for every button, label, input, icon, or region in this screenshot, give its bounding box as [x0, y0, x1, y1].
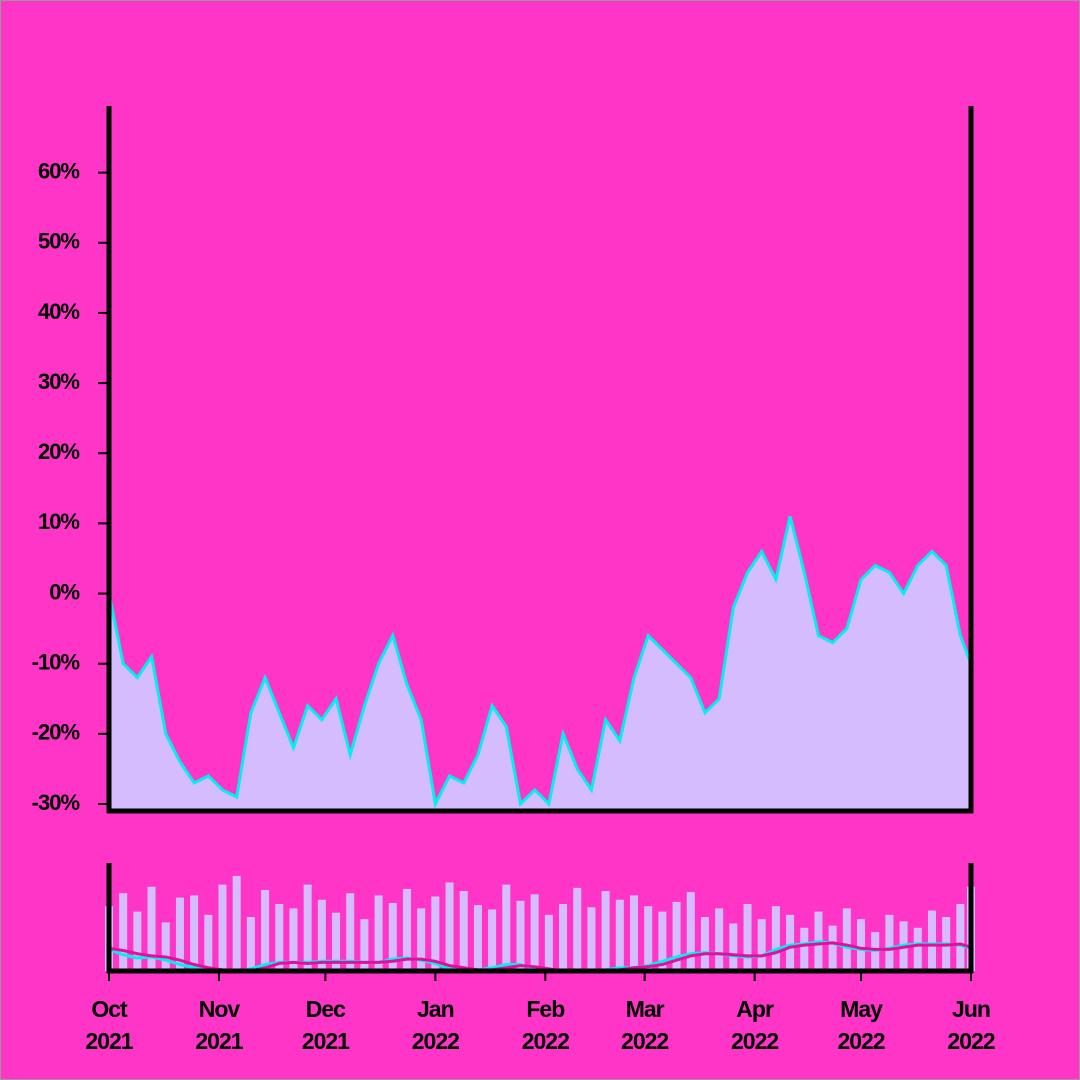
x-tick-label: Jan 2022	[411, 996, 460, 1054]
x-tick-label: Oct 2021	[85, 996, 133, 1054]
x-tick-label: Dec 2021	[301, 996, 350, 1054]
volume-bar	[289, 908, 298, 971]
area-fill	[109, 516, 971, 811]
volume-bar	[431, 896, 440, 971]
volume-bar	[686, 892, 695, 971]
volume-bar	[644, 906, 653, 971]
volume-bar	[374, 895, 383, 971]
volume-bar	[218, 884, 227, 971]
volume-bar	[913, 927, 922, 971]
volume-bar	[360, 919, 369, 971]
volume-bar	[502, 884, 511, 971]
volume-bar	[204, 914, 213, 971]
volume-bar	[417, 908, 426, 971]
volume-bar	[388, 902, 397, 971]
volume-bar	[530, 894, 539, 971]
y-tick-label: 20%	[38, 439, 79, 464]
volume-bar	[828, 925, 837, 971]
y-tick-label: 60%	[38, 158, 79, 183]
volume-bar	[786, 914, 795, 971]
volume-bar	[544, 914, 553, 971]
volume-bar	[303, 884, 312, 971]
y-tick-label: 0%	[49, 579, 79, 604]
volume-bar	[232, 875, 241, 971]
volume-bar	[317, 899, 326, 971]
volume-bar	[857, 919, 866, 971]
volume-bar	[246, 917, 255, 971]
volume-bar	[190, 895, 199, 971]
y-tick-label: 50%	[38, 229, 79, 254]
x-tick-label: Mar 2022	[621, 996, 669, 1054]
x-tick-label: Feb 2022	[521, 996, 570, 1054]
volume-bar	[615, 899, 624, 971]
volume-bar	[175, 897, 184, 971]
volume-bar	[488, 909, 497, 971]
y-tick-label: -10%	[32, 649, 80, 674]
volume-bar	[885, 914, 894, 971]
volume-bar	[559, 904, 568, 971]
volume-bar	[133, 911, 142, 971]
volume-bar	[757, 919, 766, 971]
x-tick-label: Nov 2021	[195, 996, 243, 1054]
volume-bar	[658, 911, 667, 971]
volume-bar	[147, 886, 156, 971]
y-tick-label: -30%	[32, 790, 80, 815]
volume-bar	[473, 905, 482, 971]
y-tick-label: 30%	[38, 369, 79, 394]
volume-bar	[842, 908, 851, 971]
volume-bar	[119, 893, 128, 971]
volume-bar	[771, 906, 780, 971]
volume-bar	[402, 888, 411, 971]
volume-bar	[700, 917, 709, 971]
volume-bar	[261, 890, 270, 971]
y-tick-label: 10%	[38, 509, 79, 534]
volume-bar	[956, 904, 965, 971]
volume-bar	[459, 891, 468, 971]
x-tick-label: Apr 2022	[731, 996, 779, 1054]
volume-bar	[346, 893, 355, 971]
volume-bar	[516, 900, 525, 971]
volume-bar	[729, 923, 738, 971]
volume-bar	[587, 907, 596, 971]
volume-bar	[161, 922, 170, 971]
volume-bar	[601, 891, 610, 971]
volume-bar	[715, 908, 724, 971]
volume-bar	[743, 904, 752, 971]
volume-bar	[672, 901, 681, 971]
y-tick-label: 40%	[38, 299, 79, 324]
volume-bar	[275, 904, 284, 971]
area-line	[107, 516, 973, 809]
x-tick-label: Jun 2022	[947, 996, 995, 1054]
x-tick-label: May 2022	[837, 996, 885, 1054]
volume-bar	[445, 882, 454, 971]
volume-bar	[630, 895, 639, 971]
volume-bar	[927, 910, 936, 971]
volume-bar	[800, 927, 809, 971]
y-tick-label: -20%	[32, 720, 80, 745]
volume-bar	[573, 887, 582, 971]
volume-bar	[332, 912, 341, 971]
